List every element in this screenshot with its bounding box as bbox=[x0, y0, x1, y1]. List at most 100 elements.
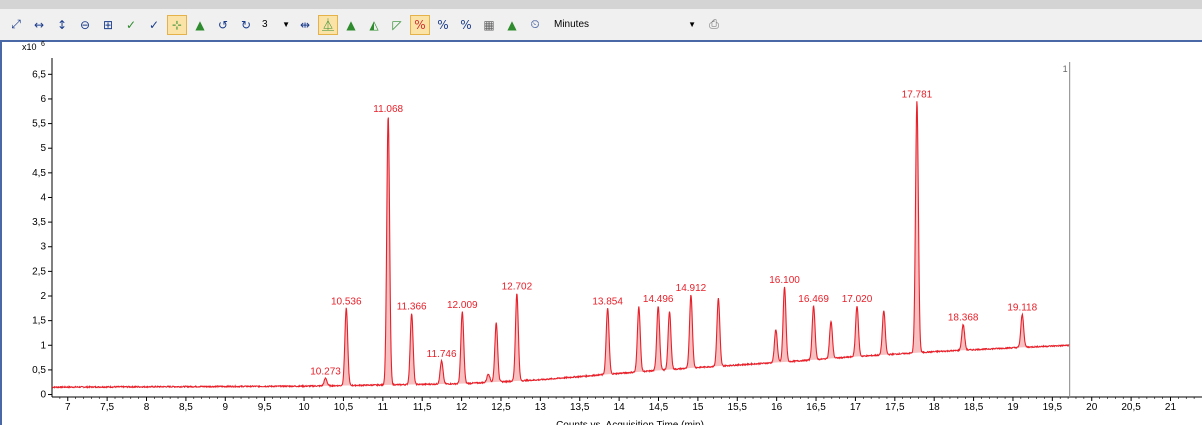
peak-label: 17.781 bbox=[902, 89, 933, 100]
grid-icon[interactable]: ▦ bbox=[483, 17, 495, 32]
x-tick-label: 11,5 bbox=[413, 402, 432, 413]
peak-label: 17.020 bbox=[842, 294, 873, 305]
plot-frame bbox=[0, 40, 1202, 425]
peak-area bbox=[685, 295, 697, 369]
peak-area bbox=[511, 293, 523, 382]
percent-icon[interactable]: % bbox=[437, 17, 449, 32]
peak-area bbox=[851, 305, 863, 357]
peak-area bbox=[340, 308, 352, 386]
peak-label: 11.366 bbox=[397, 301, 427, 312]
peak-label: 12.702 bbox=[502, 282, 533, 293]
redo-icon[interactable]: ↻ bbox=[240, 17, 252, 32]
x-tick-label: 18 bbox=[929, 402, 941, 413]
peak-icon[interactable]: ▲ bbox=[346, 17, 356, 32]
integrate-icon[interactable]: ✓ bbox=[148, 17, 160, 32]
peak-area bbox=[405, 313, 418, 385]
printer-icon[interactable]: ⎙ bbox=[709, 17, 719, 31]
x-tick-label: 7 bbox=[65, 402, 71, 413]
time-unit-select[interactable]: Minutes ▼ bbox=[548, 16, 698, 34]
peak-label: 18.368 bbox=[948, 313, 979, 324]
y-tick-label: 0 bbox=[40, 390, 46, 401]
dropdown-arrow-icon: ▼ bbox=[282, 20, 290, 29]
overlay-count-select[interactable]: 3 ▼ bbox=[259, 16, 293, 34]
peak-area bbox=[878, 310, 890, 356]
peak-area bbox=[319, 378, 332, 386]
time-unit-icon[interactable]: ⏲ bbox=[530, 17, 540, 31]
peak-area bbox=[652, 305, 664, 371]
window-top-strip bbox=[0, 0, 1202, 9]
peak-label: 10.273 bbox=[310, 366, 341, 377]
x-tick-label: 14,5 bbox=[649, 402, 669, 413]
peak-area bbox=[770, 329, 782, 363]
autoscale-x-icon[interactable]: ↔ bbox=[33, 17, 45, 32]
peak-label: 14.912 bbox=[676, 283, 707, 294]
x-tick-label: 18,5 bbox=[964, 402, 984, 413]
time-cursor-label: 1 bbox=[1063, 64, 1068, 74]
peak-area bbox=[778, 287, 791, 363]
chromatogram-toolbar: ⤢ ↔ ↕ ⊖ ⊞ ✓ ✓ ⊹ ▲ ↺ ↻ 3 ▼ ⇹ ⏅ ▲ ◭ ◸%%% ▦ ▲ ⏲ Minutes ▼ ⎙ bbox=[0, 9, 1202, 40]
x-tick-label: 7,5 bbox=[100, 402, 114, 413]
x-tick-label: 10,5 bbox=[334, 402, 354, 413]
peak-label: 11.746 bbox=[427, 349, 457, 360]
range-icon[interactable]: ⇹ bbox=[299, 17, 311, 32]
x-tick-label: 11 bbox=[378, 402, 389, 413]
overlay-count-value: 3 bbox=[262, 19, 268, 30]
autoscale-y-icon[interactable]: ↕ bbox=[56, 17, 68, 32]
y-multiplier-exponent: 6 bbox=[41, 41, 45, 48]
percent-fraction-icon[interactable]: % bbox=[460, 17, 472, 32]
y-tick-label: 0,5 bbox=[32, 365, 46, 376]
y-tick-label: 5 bbox=[40, 143, 46, 154]
y-tick-label: 5,5 bbox=[32, 119, 46, 130]
y-tick-label: 6,5 bbox=[32, 69, 46, 80]
x-tick-label: 13,5 bbox=[570, 402, 590, 413]
x-tick-label: 10 bbox=[298, 402, 310, 413]
peak-select-icon[interactable]: ✓ bbox=[125, 17, 137, 32]
peak-area bbox=[490, 323, 502, 383]
zoom-out-icon[interactable]: ⊖ bbox=[79, 17, 91, 32]
peak-area bbox=[1016, 314, 1028, 348]
x-tick-label: 19 bbox=[1007, 402, 1019, 413]
undo-icon[interactable]: ↺ bbox=[217, 17, 229, 32]
peak-label: 16.100 bbox=[769, 275, 800, 286]
x-tick-label: 17 bbox=[850, 402, 862, 413]
y-tick-label: 3 bbox=[40, 242, 46, 253]
x-tick-label: 17,5 bbox=[885, 402, 905, 413]
x-axis-title: Counts vs. Acquisition Time (min) bbox=[556, 420, 704, 425]
x-tick-label: 19,5 bbox=[1043, 402, 1063, 413]
y-tick-label: 1,5 bbox=[32, 316, 46, 327]
x-tick-label: 9,5 bbox=[258, 402, 272, 413]
x-tick-label: 20 bbox=[1086, 402, 1098, 413]
chromatogram-trace bbox=[51, 101, 1070, 389]
peak-label: 16.469 bbox=[798, 294, 829, 305]
peak-shape-icon[interactable]: ▲ bbox=[195, 17, 205, 32]
peak-area bbox=[456, 311, 468, 384]
peak-area bbox=[663, 311, 676, 370]
fit-to-window-icon[interactable]: ⊞ bbox=[102, 17, 114, 32]
x-tick-label: 15 bbox=[692, 402, 704, 413]
manual-integrate-icon[interactable]: ◭ bbox=[369, 17, 379, 32]
peak-area bbox=[957, 324, 969, 351]
peak-label: 14.496 bbox=[643, 294, 674, 305]
y-multiplier-label: x10 bbox=[22, 42, 37, 52]
area-icon[interactable]: ◸ bbox=[392, 17, 402, 32]
peak-label: 13.854 bbox=[592, 296, 623, 307]
peak-label-icon[interactable]: ⏅ bbox=[318, 14, 338, 35]
y-tick-label: 3,5 bbox=[32, 217, 46, 228]
y-tick-label: 1 bbox=[40, 340, 46, 351]
time-unit-value: Minutes bbox=[554, 19, 590, 30]
peak-label: 19.118 bbox=[1007, 303, 1037, 314]
peak-area bbox=[633, 306, 645, 373]
peak-area bbox=[482, 373, 495, 383]
y-tick-label: 2,5 bbox=[32, 266, 46, 277]
peak-area bbox=[435, 361, 448, 385]
autoscale-xy-icon[interactable]: ⤢ bbox=[11, 17, 21, 31]
peak-area bbox=[807, 305, 820, 361]
dropdown-arrow-icon: ▼ bbox=[688, 20, 696, 29]
baseline-icon[interactable]: ⊹ bbox=[167, 14, 187, 35]
peak-area bbox=[601, 308, 614, 375]
y-tick-label: 2 bbox=[40, 291, 46, 302]
peak-area bbox=[911, 101, 923, 354]
x-tick-label: 16,5 bbox=[806, 402, 826, 413]
percent-strike-icon[interactable]: % bbox=[410, 14, 430, 35]
peak-width-icon[interactable]: ▲ bbox=[507, 17, 517, 32]
